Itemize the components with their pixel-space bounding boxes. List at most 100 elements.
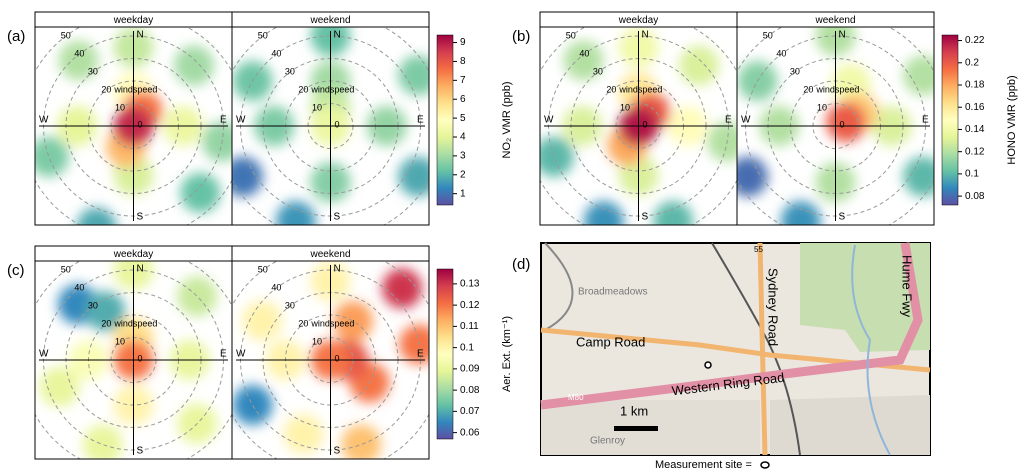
speed-label: windspeed [310,84,354,94]
colorbar-tick-label: 6 [460,94,466,105]
compass: S [839,212,846,223]
plot-area: 1020windspeed3040500NESW [21,14,246,248]
compass: E [220,115,227,126]
facet-title: weekend [309,15,350,26]
map-label: Camp Road [576,334,645,349]
facet-title: weekday [618,15,658,26]
colorbar-tick-label: 0.08 [965,191,985,202]
center-label: 0 [138,353,143,363]
colorbar-tick-label: 1 [460,188,466,199]
speed-label: windspeed [113,318,157,328]
heat-cell [398,55,438,95]
facet-title: weekend [309,249,350,260]
colorbar-tick-label: 0.2 [965,57,979,68]
map-caption: Measurement site = [655,459,752,471]
ring-label: 10 [817,102,827,112]
ring-label: 20 [298,84,308,94]
colorbar-label: Aer. Ext. (km⁻¹) [501,316,513,392]
ring-label: 50 [566,31,576,41]
compass: W [39,349,49,360]
heat-cell [382,268,422,308]
colorbar-tick-label: 8 [460,56,466,67]
speed-label: windspeed [815,84,859,94]
compass: W [39,115,49,126]
colorbar-label: NO₂ VMR (ppb) [501,81,513,158]
scale-bar [614,426,658,431]
heat-cell [180,173,220,213]
colorbar [437,269,453,439]
heat-cell [177,276,217,316]
heat-cell [781,201,821,241]
speed-label: windspeed [113,84,157,94]
speed-label: windspeed [618,84,662,94]
ring-label: 50 [258,265,268,275]
compass: N [137,264,144,275]
colorbar [437,35,453,205]
ring-label: 20 [803,84,813,94]
colorbar-tick-label: 0.16 [965,102,985,113]
compass: N [137,30,144,41]
heat-cell [679,46,719,86]
compass: E [417,115,424,126]
compass: E [725,115,732,126]
compass: S [642,212,649,223]
ring-label: 40 [579,48,589,58]
compass: E [417,349,424,360]
colorbar-tick-label: 0.07 [460,406,480,417]
colorbar-tick-label: 0.12 [965,146,985,157]
ring-label: 40 [271,282,281,292]
colorbar-tick-label: 0.1 [965,169,979,180]
colorbar-tick-label: 9 [460,37,466,48]
ring-label: 30 [88,300,98,310]
compass: N [334,30,341,41]
center-label: 0 [840,119,845,129]
map-label: 1 km [620,403,648,418]
heat-cell [653,201,693,241]
colorbar-tick-label: 0.14 [965,124,985,135]
colorbar-tick-label: 0.13 [460,279,480,290]
heat-cell [233,385,273,425]
ring-label: 30 [285,66,295,76]
heat-cell [728,157,768,197]
ring-label: 50 [61,31,71,41]
ring-label: 10 [115,102,125,112]
map-label: Sydney Road [766,268,781,346]
colorbar-tick-label: 7 [460,75,466,86]
panel-label: (b) [512,28,530,45]
map-label: Broadmeadows [578,287,647,298]
center-label: 0 [138,119,143,129]
map-label: Glenroy [590,436,625,447]
colorbar-tick-label: 0.12 [460,300,480,311]
compass: E [922,115,929,126]
heat-layer [39,250,217,465]
ring-label: 30 [88,66,98,76]
colorbar-tick-label: 5 [460,113,466,124]
compass: S [137,212,144,223]
colorbar-tick-label: 0.22 [965,35,985,46]
compass: W [544,115,554,126]
facet-title: weekday [113,15,153,26]
heat-cell [584,201,624,241]
ring-label: 20 [298,318,308,328]
heat-cell [826,102,866,142]
plot-area: 1020windspeed3040500NESW [218,248,443,473]
compass: N [334,264,341,275]
ring-label: 10 [312,102,322,112]
compass: E [220,349,227,360]
heat-cell [223,157,263,197]
plot-area: 1020windspeed3040500NESW [218,14,443,242]
ring-label: 20 [101,84,111,94]
ring-label: 40 [74,282,84,292]
map-panel: (d) Broadmeadows Camp Road Sydney Road H… [512,243,930,471]
residential [770,395,930,455]
heat-cell [276,201,316,241]
plot-area: 1020windspeed3040500NESW [723,14,948,242]
ring-label: 30 [285,300,295,310]
center-label: 0 [643,119,648,129]
panel-label: (d) [512,256,530,273]
facet-title: weekday [113,249,153,260]
colorbar-tick-label: 0.08 [460,385,480,396]
compass: N [642,30,649,41]
colorbar-tick-label: 0.06 [460,427,480,438]
